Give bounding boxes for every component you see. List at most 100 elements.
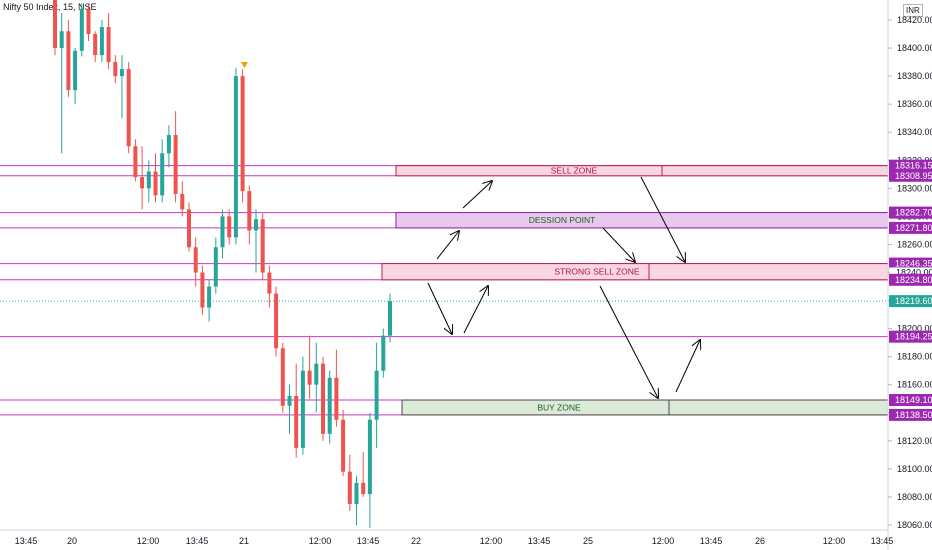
price-tag <box>889 295 932 308</box>
price-tag-label: 18149.10 <box>895 395 932 405</box>
candle-body <box>388 301 392 336</box>
candle-body <box>73 50 78 91</box>
chart-title: Nifty 50 Index, 15, NSE <box>3 2 97 12</box>
price-tag-label: 18240.00 <box>896 268 932 278</box>
candle-body <box>327 377 332 434</box>
candle-body <box>133 146 138 178</box>
price-tick-label: 18180.00 <box>897 352 932 362</box>
price-tag <box>889 330 932 343</box>
annotation-arrow <box>427 282 452 334</box>
price-tick-label: 18400.00 <box>897 43 932 53</box>
price-tag <box>889 394 932 407</box>
time-tick-label: 12:00 <box>137 536 160 546</box>
zone-label: SELL ZONE <box>551 166 598 176</box>
candle-body <box>267 272 272 294</box>
arrows-layer <box>427 176 700 398</box>
price-tag <box>889 169 932 182</box>
time-tick-label: 12:00 <box>480 536 503 546</box>
candle-body <box>381 335 386 371</box>
time-axis: 13:45 20 12:00 13:45 21 12:00 13:45 22 12:00 13:4… <box>0 529 894 546</box>
zone-label: BUY ZONE <box>537 402 581 412</box>
candle-body <box>106 27 111 63</box>
candle-body <box>146 171 151 189</box>
annotation-arrow <box>675 340 700 393</box>
candle-body <box>99 27 104 56</box>
annotation-arrow <box>640 176 685 262</box>
time-tick-label: 21 <box>239 536 249 546</box>
price-tag-label: 18246.35 <box>895 259 932 269</box>
candle-body <box>367 419 372 495</box>
price-tick-label: 18200.00 <box>897 324 932 334</box>
price-tick-label: 18420.00 <box>897 15 932 25</box>
candle-body <box>153 171 158 196</box>
candle-body <box>300 370 305 448</box>
candle-body <box>233 76 238 238</box>
candle-body <box>113 62 118 77</box>
candle-body <box>294 395 299 448</box>
candle-body <box>59 31 64 49</box>
price-tag-label: 18219.60 <box>895 296 932 306</box>
candle-body <box>200 272 205 308</box>
candle-body <box>193 247 198 273</box>
time-tick-label: 12:00 <box>823 536 846 546</box>
candle-body <box>180 193 185 210</box>
candle-body <box>314 363 319 385</box>
time-tick-label: 22 <box>411 536 421 546</box>
candle-body <box>173 135 178 194</box>
time-tick-label: 13:45 <box>15 536 38 546</box>
price-tick-label: 18100.00 <box>897 464 932 474</box>
candle-body <box>120 69 124 77</box>
candle-body <box>187 209 191 248</box>
price-tick-label: 18120.00 <box>897 436 932 446</box>
price-tick-label: 18360.00 <box>897 99 932 109</box>
price-tag-label: 18194.25 <box>895 332 932 342</box>
price-tag-label: 18308.95 <box>895 171 932 181</box>
zones-layer: SELL ZONE DESSION POINT STRONG SELL ZONE BU… <box>381 165 889 416</box>
candle-body <box>287 395 292 406</box>
price-tick-label: 18340.00 <box>897 127 932 137</box>
price-tag <box>889 221 932 234</box>
candle-body <box>247 191 252 231</box>
zone-label: DESSION POINT <box>529 215 596 225</box>
annotation-arrow <box>463 286 488 334</box>
time-tick-label: 12:00 <box>652 536 675 546</box>
candle-body <box>240 76 245 192</box>
price-tick-label: 18300.00 <box>897 183 932 193</box>
candle-body <box>334 377 339 420</box>
price-tag-label: 18234.80 <box>895 275 932 285</box>
price-tag-label: 18138.50 <box>895 410 932 420</box>
candle-body <box>347 471 352 504</box>
price-tick-label: 18060.00 <box>897 520 932 530</box>
price-tick-label: 18380.00 <box>897 71 932 81</box>
price-tag <box>889 273 932 286</box>
price-tick-label: 18260.00 <box>897 239 932 249</box>
time-tick-label: 13:45 <box>871 536 894 546</box>
candle-body <box>160 153 165 196</box>
price-tag <box>889 206 932 219</box>
time-tick-label: 13:45 <box>700 536 723 546</box>
annotation-arrow <box>436 231 459 260</box>
candle-body <box>166 135 171 154</box>
price-tag-label: 18271.80 <box>895 223 932 233</box>
candle-body <box>361 482 366 495</box>
annotation-arrow <box>602 227 635 262</box>
time-tick-label: 12:00 <box>309 536 332 546</box>
candle-body <box>207 286 212 308</box>
zone-label: STRONG SELL ZONE <box>554 267 640 277</box>
price-tag <box>889 408 932 421</box>
candle-body <box>341 419 346 472</box>
candle-body <box>220 216 225 248</box>
time-tick-label: 26 <box>755 536 765 546</box>
time-tick-label: 20 <box>67 536 77 546</box>
candle-body <box>93 34 98 56</box>
candle-body <box>140 177 145 189</box>
candle-body <box>260 219 265 273</box>
annotation-arrow <box>462 181 492 209</box>
price-tag <box>889 257 932 270</box>
currency-badge[interactable]: INR <box>903 4 923 17</box>
price-tag-label: 18316.15 <box>895 161 932 171</box>
candle-body <box>354 482 359 504</box>
time-tick-label: 13:45 <box>357 536 380 546</box>
